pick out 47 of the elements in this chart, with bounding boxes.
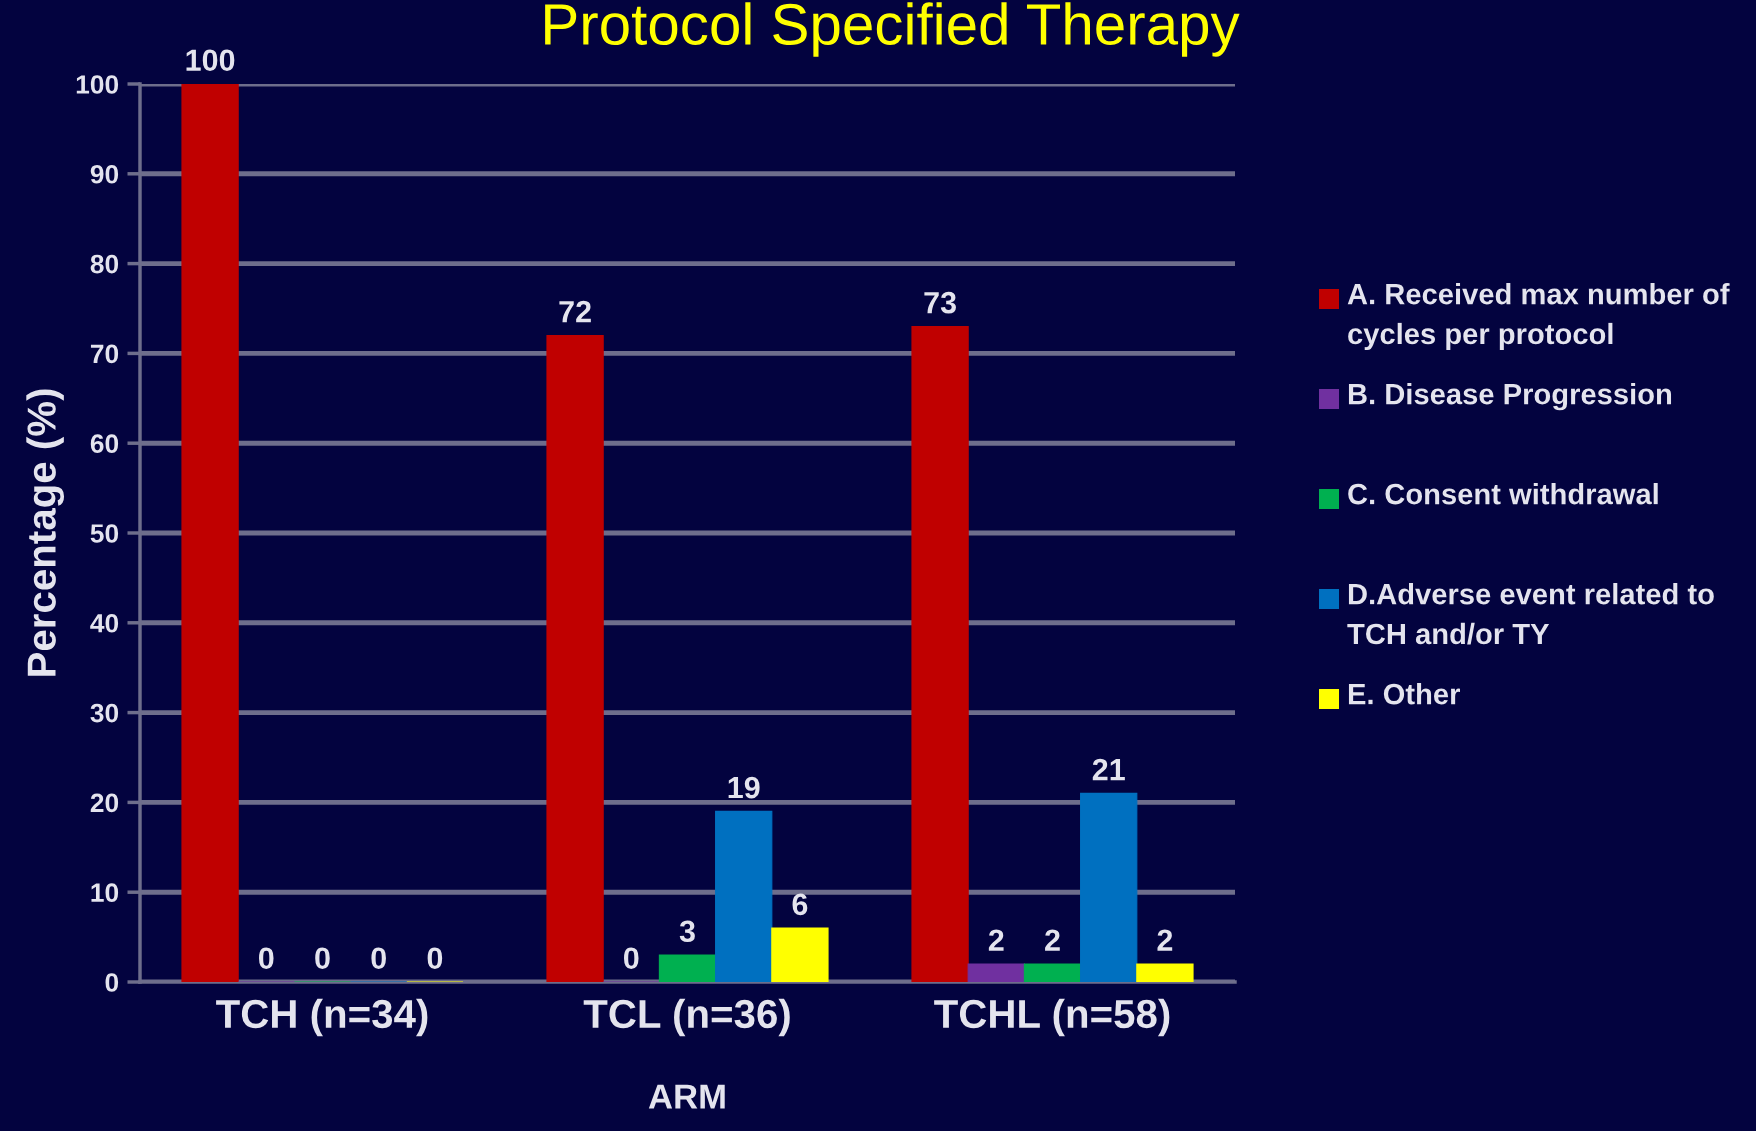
data-label: 73 [924,291,956,314]
chart-title: Protocol Specified Therapy [545,2,1240,57]
data-label: 2 [988,929,1004,951]
bar [1080,792,1138,982]
y-tick-label: 30 [90,703,119,723]
y-axis-title: Percentage (%) [26,389,65,676]
y-tick-label: 80 [90,254,119,274]
x-tick-label: TCHL (n=58) [934,998,1170,1037]
bar [911,325,969,982]
y-tick-label: 90 [90,164,119,184]
legend-label: D.Adverse event related to TCH and/or TY [1347,583,1714,645]
x-tick-label: TCL (n=36) [583,998,790,1037]
bar [546,334,604,982]
data-label: 6 [792,893,808,916]
bar [1023,963,1082,982]
data-label: 0 [371,947,386,970]
y-tick-label: 70 [90,344,119,364]
y-tick-label: 100 [76,75,119,94]
data-label: 72 [559,300,591,323]
legend-label: C. Consent withdrawal [1348,483,1658,505]
x-axis-title: ARM [648,1084,725,1109]
data-label: 0 [315,947,330,970]
data-label: 3 [679,920,695,943]
bar [658,954,717,982]
data-label: 0 [624,947,639,970]
data-label: 0 [427,947,443,970]
y-tick-label: 10 [91,883,119,903]
bar [181,84,239,982]
data-label: 2 [1157,929,1173,951]
legend-label: B. Disease Progression [1348,383,1672,411]
y-tick-label: 60 [90,434,119,454]
data-label: 21 [1092,758,1125,781]
bar [967,963,1025,982]
bar [1136,963,1194,982]
legend-label: E. Other [1348,683,1461,705]
bar [715,810,773,982]
data-label: 0 [259,947,274,970]
x-tick-label: TCH (n=34) [216,998,428,1037]
legend-label: A. Received max number of cycles per protocol [1347,283,1730,351]
y-tick-label: 20 [90,793,119,813]
data-label: 2 [1045,929,1060,951]
y-tick-label: 50 [90,524,119,543]
bar [771,927,829,982]
data-label: 19 [728,776,760,799]
y-tick-label: 40 [90,613,119,633]
y-tick-label: 0 [105,973,119,992]
data-label: 100 [186,49,235,72]
